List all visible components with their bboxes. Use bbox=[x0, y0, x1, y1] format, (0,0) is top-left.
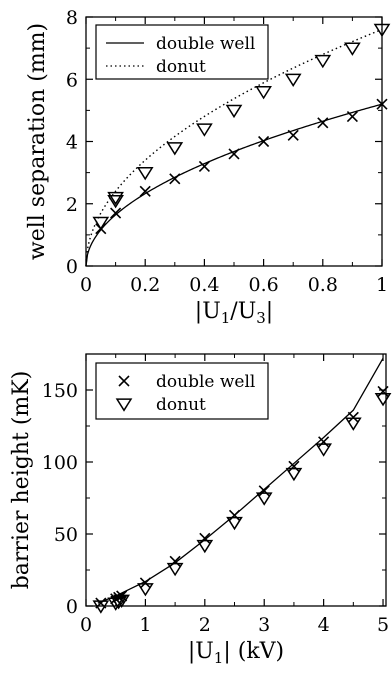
data-point-donut bbox=[92, 600, 110, 614]
y-tick-label: 100 bbox=[42, 452, 78, 474]
series-curve-donut bbox=[85, 28, 383, 267]
y-tick-label: 150 bbox=[42, 380, 78, 402]
x-tick-label: 0.4 bbox=[189, 274, 219, 296]
data-point-double-well bbox=[347, 411, 359, 423]
x-axis-title: |U1| (kV) bbox=[188, 639, 284, 667]
data-point-donut bbox=[344, 42, 361, 56]
legend: double well donut bbox=[95, 24, 269, 80]
data-point-donut bbox=[107, 191, 124, 206]
data-point-donut bbox=[285, 467, 303, 482]
data-point-double-well bbox=[318, 436, 330, 448]
x-tick-label: 1 bbox=[376, 274, 388, 296]
plot-frame bbox=[85, 353, 387, 607]
data-point-double-well bbox=[139, 185, 151, 197]
x-tick-label: 1 bbox=[139, 614, 151, 636]
data-point-double-well bbox=[376, 98, 388, 110]
y-tick-label: 0 bbox=[66, 596, 78, 618]
x-tick-label: 3 bbox=[258, 614, 270, 636]
x-tick-label: 0.2 bbox=[130, 274, 160, 296]
legend-label: donut bbox=[156, 57, 206, 77]
data-point-donut bbox=[110, 596, 128, 610]
x-tick-label: 0.6 bbox=[248, 274, 278, 296]
data-point-double-well bbox=[317, 117, 329, 129]
x-tick-label: 5 bbox=[377, 614, 389, 636]
data-point-donut bbox=[166, 142, 184, 156]
data-point-double-well bbox=[288, 460, 300, 472]
data-point-donut bbox=[136, 166, 154, 181]
x-tick-label: 0 bbox=[80, 614, 92, 636]
data-point-double-well bbox=[169, 555, 181, 567]
y-tick-label: 50 bbox=[54, 524, 78, 546]
data-point-donut bbox=[255, 492, 273, 506]
y-axis-title: well separation (mm) bbox=[25, 23, 50, 260]
data-point-donut bbox=[92, 216, 110, 231]
data-point-donut bbox=[344, 417, 362, 431]
chart-well-separation: 0 0.2 0.4 0.6 0.8 1 0 2 4 6 8 well separation (mm) |… bbox=[25, 7, 391, 327]
legend-label: double well bbox=[156, 372, 255, 392]
y-tick-label: 8 bbox=[66, 7, 78, 29]
y-tick-label: 4 bbox=[66, 132, 78, 154]
data-point-double-well bbox=[228, 148, 240, 160]
data-point-double-well bbox=[258, 485, 270, 497]
data-point-donut bbox=[284, 73, 302, 87]
data-point-donut bbox=[196, 123, 213, 137]
data-point-donut bbox=[226, 516, 243, 531]
x-tick-label: 2 bbox=[199, 614, 211, 636]
x-tick-label: 0 bbox=[80, 274, 92, 296]
data-point-donut bbox=[137, 583, 154, 597]
legend-label: double well bbox=[156, 34, 255, 54]
data-point-donut bbox=[374, 392, 392, 407]
series-curve-double-well bbox=[85, 103, 383, 267]
legend-marker-sample bbox=[118, 375, 130, 387]
data-point-donut bbox=[314, 54, 332, 69]
legend-label: donut bbox=[156, 395, 206, 415]
data-point-double-well bbox=[198, 160, 210, 172]
data-point-double-well bbox=[287, 129, 299, 141]
data-point-donut bbox=[107, 194, 124, 209]
legend-marker-sample bbox=[115, 398, 133, 412]
legend: double well donut bbox=[95, 362, 269, 420]
data-point-double-well bbox=[377, 385, 389, 398]
y-tick-label: 2 bbox=[66, 194, 78, 216]
data-point-donut bbox=[373, 23, 391, 38]
data-point-donut bbox=[196, 539, 214, 554]
data-point-donut bbox=[113, 594, 130, 608]
data-point-double-well bbox=[258, 135, 270, 148]
data-point-double-well bbox=[169, 173, 181, 185]
data-point-double-well bbox=[346, 111, 358, 123]
y-axis-title: barrier height (mK) bbox=[9, 371, 34, 590]
data-point-double-well bbox=[139, 577, 151, 589]
data-point-double-well bbox=[199, 532, 211, 544]
data-point-donut bbox=[315, 443, 332, 457]
data-point-double-well bbox=[228, 509, 241, 521]
y-tick-label: 6 bbox=[66, 69, 78, 91]
data-point-double-well bbox=[110, 207, 122, 219]
legend-box bbox=[95, 24, 269, 80]
x-axis-title: |U1/U3| bbox=[195, 299, 273, 327]
data-point-donut bbox=[255, 86, 272, 100]
data-point-donut bbox=[225, 104, 243, 119]
data-point-donut bbox=[166, 562, 184, 577]
x-tick-label: 0.8 bbox=[308, 274, 338, 296]
y-tick-label: 0 bbox=[66, 256, 78, 278]
x-tick-label: 4 bbox=[318, 614, 330, 636]
